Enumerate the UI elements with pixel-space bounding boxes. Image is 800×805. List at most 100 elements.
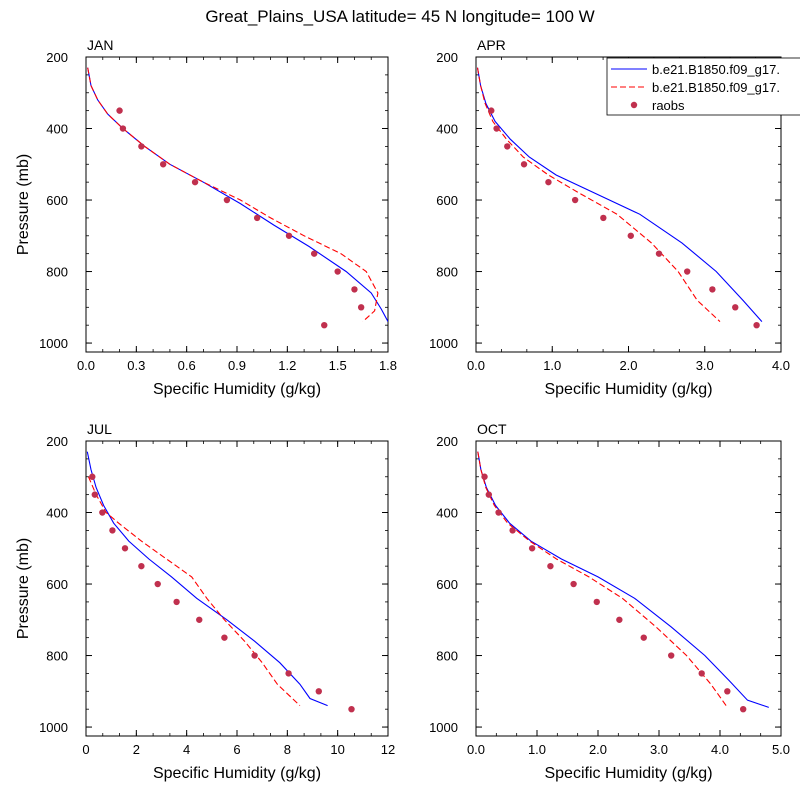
- y-tick-label: 800: [436, 649, 458, 664]
- x-axis-title: Specific Humidity (g/kg): [153, 381, 321, 398]
- raobs-point: [223, 196, 231, 204]
- x-tick-label: 6: [233, 742, 240, 757]
- raobs-point: [89, 473, 96, 480]
- y-tick-label: 1000: [39, 336, 68, 351]
- x-tick-label: 5.0: [772, 742, 790, 757]
- raobs-point: [485, 491, 493, 498]
- x-tick-label: 4.0: [711, 742, 729, 757]
- raobs-point: [593, 598, 600, 606]
- x-tick-label: 2.0: [589, 742, 607, 757]
- raobs-point: [119, 125, 127, 132]
- x-tick-label: 3.0: [696, 358, 714, 373]
- raobs-point: [357, 304, 365, 311]
- raobs-point: [724, 688, 731, 695]
- x-tick-label: 0.0: [77, 358, 95, 373]
- x-tick-label: 0: [82, 742, 89, 757]
- x-axis-title: Specific Humidity (g/kg): [544, 381, 712, 398]
- raobs-point: [138, 143, 145, 150]
- x-tick-label: 2: [133, 742, 140, 757]
- raobs-point: [732, 304, 739, 311]
- model-dashed-line: [87, 476, 301, 706]
- model-dashed-line: [476, 67, 721, 323]
- plot-frame: [475, 440, 782, 737]
- raobs-point: [159, 161, 167, 168]
- panel-label: OCT: [477, 421, 507, 437]
- raobs-point: [570, 580, 577, 588]
- x-tick-label: 0.0: [467, 742, 485, 757]
- x-tick-label: 1.0: [528, 742, 546, 757]
- plot-frame: [85, 56, 389, 353]
- y-axis-title: Pressure (mb): [15, 154, 32, 255]
- y-tick-label: 1000: [429, 720, 458, 735]
- main-title: Great_Plains_USA latitude= 45 N longitud…: [205, 7, 594, 26]
- raobs-point: [488, 107, 495, 114]
- x-tick-label: 0.9: [228, 358, 246, 373]
- raobs-point: [627, 232, 634, 239]
- x-tick-label: 1.8: [379, 358, 397, 373]
- x-tick-label: 8: [284, 742, 291, 757]
- raobs-point: [221, 634, 228, 641]
- model-dashed-line: [87, 67, 379, 323]
- raobs-point: [495, 509, 502, 516]
- raobs-point: [285, 232, 293, 239]
- x-tick-label: 0.0: [467, 358, 485, 373]
- raobs-point: [547, 562, 554, 570]
- panel-jan: JAN 0.0 0.3 0.6 0.9 1.2 1.5 1.8 200 400 600 800 1000…: [15, 37, 397, 398]
- raobs-point: [504, 143, 511, 150]
- y-tick-label: 1000: [39, 720, 68, 735]
- legend-label: b.e21.B1850.f09_g17.: [652, 80, 780, 95]
- panel-oct: OCT 0.0 1.0 2.0 3.0 4.0 5.0 200 400 600 800 1000 Spe…: [429, 421, 790, 782]
- legend-marker: [630, 101, 638, 109]
- raobs-point: [285, 670, 292, 677]
- panel-label: JUL: [87, 421, 112, 437]
- model-solid-line: [87, 67, 388, 322]
- raobs-point: [348, 705, 355, 713]
- raobs-point: [99, 509, 106, 516]
- raobs-point: [481, 473, 488, 480]
- raobs-point: [310, 250, 318, 257]
- y-tick-label: 200: [436, 50, 458, 65]
- y-tick-label: 600: [436, 577, 458, 592]
- raobs-point: [109, 527, 116, 534]
- raobs-point: [251, 652, 258, 659]
- y-tick-label: 800: [46, 649, 68, 664]
- y-tick-label: 600: [46, 577, 68, 592]
- raobs-point: [138, 562, 145, 570]
- plot-frame: [85, 440, 389, 737]
- y-tick-label: 200: [46, 50, 68, 65]
- raobs-point: [191, 178, 199, 186]
- raobs-point: [520, 161, 528, 168]
- raobs-point: [509, 527, 516, 534]
- legend-label: raobs: [652, 98, 685, 113]
- x-tick-label: 1.5: [329, 358, 347, 373]
- x-tick-label: 4.0: [772, 358, 790, 373]
- y-tick-label: 200: [46, 434, 68, 449]
- y-tick-label: 400: [436, 122, 458, 137]
- raobs-point: [753, 321, 760, 329]
- x-tick-label: 10: [330, 742, 344, 757]
- raobs-point: [173, 598, 180, 606]
- x-tick-label: 2.0: [619, 358, 637, 373]
- legend: b.e21.B1850.f09_g17. b.e21.B1850.f09_g17.…: [606, 57, 800, 116]
- panel-jul: JUL 0 2 4 6 8 10 12 200 400 600 800 1000 Specific Hum…: [15, 421, 395, 782]
- raobs-point: [351, 286, 358, 293]
- model-solid-line: [86, 451, 328, 707]
- x-axis-title: Specific Humidity (g/kg): [153, 765, 321, 782]
- y-axis-title: Pressure (mb): [15, 538, 32, 639]
- raobs-point: [196, 616, 203, 623]
- x-axis-title: Specific Humidity (g/kg): [544, 765, 712, 782]
- y-tick-label: 800: [46, 265, 68, 280]
- raobs-point: [116, 107, 123, 114]
- model-solid-line: [477, 451, 769, 708]
- raobs-point: [334, 268, 341, 275]
- raobs-point: [493, 125, 500, 132]
- y-tick-label: 400: [436, 506, 458, 521]
- y-tick-label: 400: [46, 506, 68, 521]
- raobs-point: [640, 634, 647, 641]
- raobs-point: [684, 268, 691, 275]
- raobs-point: [121, 545, 129, 552]
- raobs-point: [545, 178, 552, 186]
- raobs-point: [253, 214, 261, 222]
